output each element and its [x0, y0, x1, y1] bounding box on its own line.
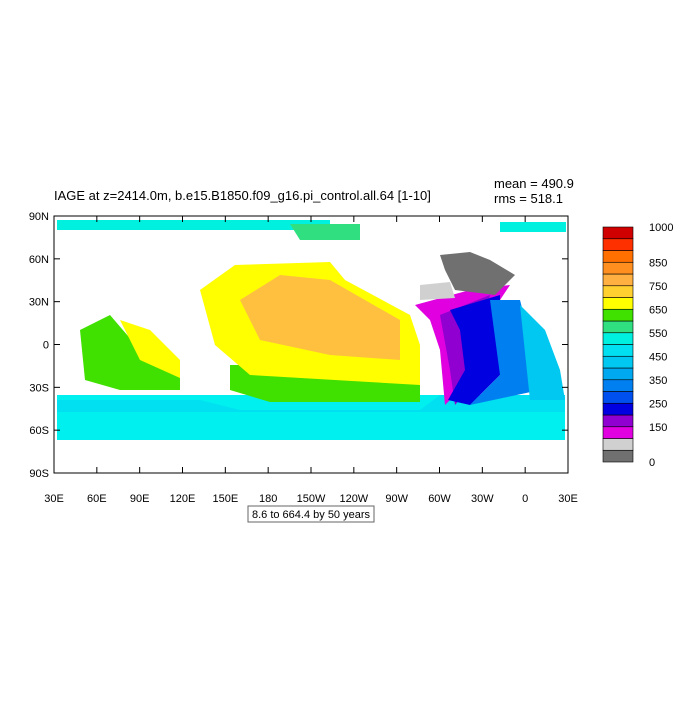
x-tick-label: 30E — [558, 493, 578, 505]
x-tick-label: 60E — [87, 493, 107, 505]
atlantic-blue — [448, 295, 500, 405]
colorbar-label: 550 — [649, 328, 667, 340]
colorbar-label: 750 — [649, 281, 667, 293]
colorbar-box — [602, 438, 634, 451]
y-tick-label: 30S — [29, 382, 49, 394]
colorbar-label: 850 — [649, 257, 667, 269]
colorbar-box — [602, 449, 634, 463]
x-tick-label: 0 — [522, 493, 528, 505]
info-box — [247, 505, 375, 523]
x-tick-label: 150W — [297, 493, 326, 505]
colorbar-box — [602, 308, 634, 322]
x-tick-label: 30W — [471, 493, 494, 505]
y-tick-label: 90S — [29, 468, 49, 480]
southern-light — [57, 395, 565, 412]
colorbar-label: 450 — [649, 351, 667, 363]
x-tick-label: 90E — [130, 493, 150, 505]
north-atlantic-gray — [440, 252, 515, 295]
x-tick-label: 180 — [259, 493, 277, 505]
title: IAGE at z=2414.0m, b.e15.B1850.f09_g16.p… — [54, 188, 431, 203]
indian-green — [80, 315, 180, 390]
colorbar-label: 150 — [649, 422, 667, 434]
colorbar-box — [602, 426, 634, 439]
colorbar-box — [602, 297, 634, 310]
indian-yellow — [120, 320, 180, 378]
colorbar-box — [602, 414, 634, 428]
colorbar-box — [602, 320, 634, 334]
arctic-green — [290, 224, 360, 240]
colorbar-box — [602, 250, 634, 263]
colorbar-box — [602, 402, 634, 416]
y-tick-label: 30N — [29, 297, 49, 309]
colorbar-label: 350 — [649, 375, 667, 387]
colorbar-box — [602, 379, 634, 392]
y-tick-label: 90N — [29, 211, 49, 223]
colorbar-box — [602, 332, 634, 345]
y-tick-label: 0 — [43, 340, 49, 352]
colorbar-label: 0 — [649, 457, 655, 469]
x-tick-label: 120W — [339, 493, 368, 505]
colorbar-box — [602, 367, 634, 381]
map-fields — [57, 220, 566, 440]
info-text: 8.6 to 664.4 by 50 years — [252, 509, 371, 521]
pacific-orange — [240, 275, 400, 360]
mean: mean = 490.9 — [494, 176, 574, 191]
y-tick-label: 60N — [29, 254, 49, 266]
x-tick-label: 60W — [428, 493, 451, 505]
colorbar-box — [602, 391, 634, 404]
colorbar-box — [602, 355, 634, 369]
rms: rms = 518.1 — [494, 191, 563, 206]
colorbar-box — [602, 261, 634, 275]
x-tick-label: 120E — [170, 493, 196, 505]
atlantic-light — [520, 305, 565, 400]
x-tick-label: 150E — [212, 493, 238, 505]
colorbar-box — [602, 273, 634, 287]
x-tick-label: 90W — [385, 493, 408, 505]
colorbar-box — [602, 285, 634, 298]
colorbar-label: 250 — [649, 398, 667, 410]
arctic-east — [500, 222, 566, 232]
colorbar-box — [602, 344, 634, 357]
colorbar-box — [602, 238, 634, 251]
colorbar-label: 650 — [649, 304, 667, 316]
y-tick-label: 60S — [29, 425, 49, 437]
colorbar-label: 1000 — [649, 222, 673, 234]
north-atlantic-lightgray — [420, 282, 455, 300]
colorbar-box — [602, 226, 634, 240]
x-tick-label: 30E — [44, 493, 64, 505]
arctic-field — [57, 220, 330, 230]
